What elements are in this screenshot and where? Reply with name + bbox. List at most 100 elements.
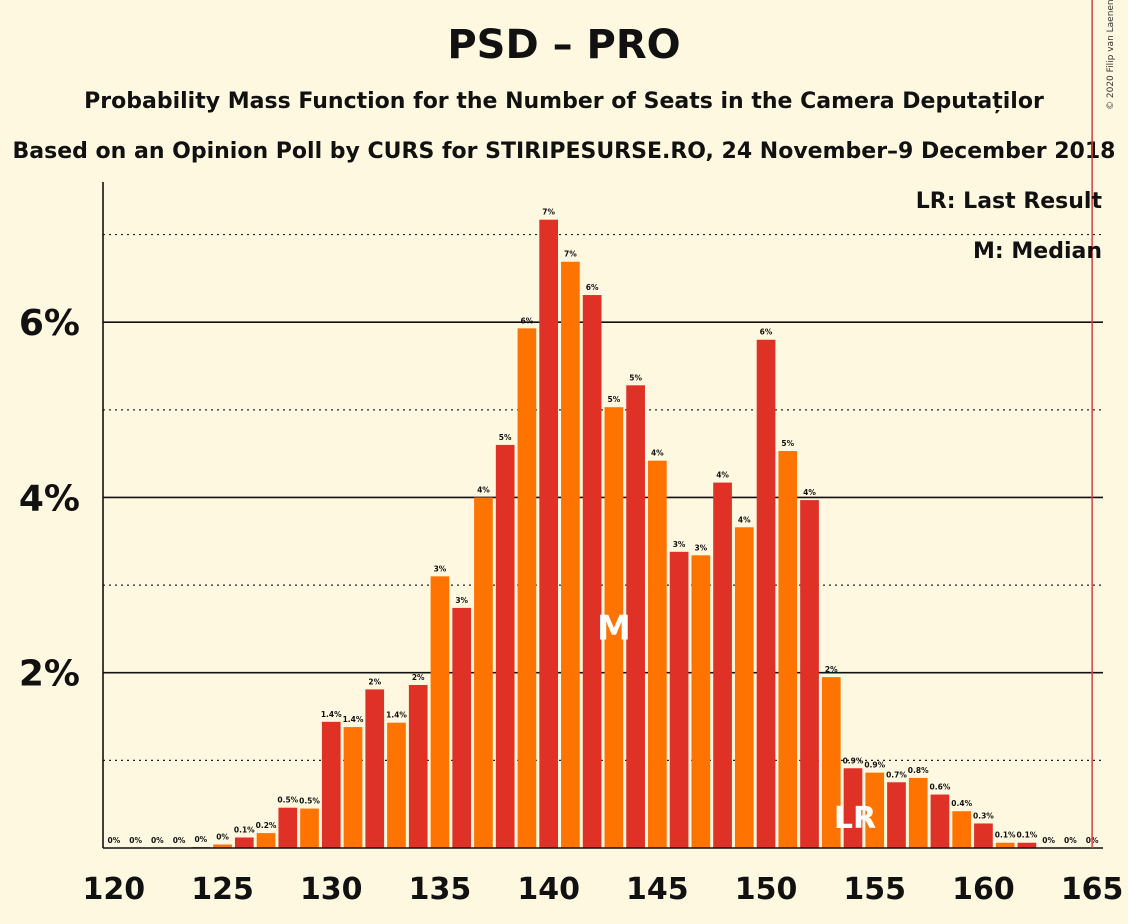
bar xyxy=(343,727,363,848)
bar xyxy=(821,677,841,848)
bar xyxy=(669,551,689,848)
bar-data-label: 0.8% xyxy=(908,766,929,775)
x-tick-label: 130 xyxy=(300,872,363,907)
bar xyxy=(734,527,754,848)
bar-data-label: 2% xyxy=(412,673,425,682)
bar xyxy=(430,576,450,848)
y-tick-label: 2% xyxy=(19,654,80,695)
bar-data-label: 0.5% xyxy=(299,797,320,806)
bar xyxy=(713,482,732,848)
bar xyxy=(278,807,298,848)
y-tick-label: 4% xyxy=(19,478,80,519)
bar xyxy=(321,721,341,848)
bar xyxy=(300,808,319,848)
bar-data-label: 0.9% xyxy=(843,756,864,765)
bar xyxy=(952,811,972,848)
bar xyxy=(865,772,885,848)
bar-data-label: 5% xyxy=(499,433,512,442)
bar-data-label: 0% xyxy=(108,836,121,845)
chart-subtitle: Probability Mass Function for the Number… xyxy=(84,89,1044,114)
bar-data-label: 3% xyxy=(673,540,686,549)
bar xyxy=(408,685,428,848)
bar xyxy=(648,460,667,848)
bar-data-label: 0% xyxy=(151,836,164,845)
bar-data-label: 5% xyxy=(608,395,621,404)
bar-data-label: 0.5% xyxy=(277,796,298,805)
x-tick-label: 140 xyxy=(517,872,580,907)
bar xyxy=(517,328,537,848)
median-marker: M xyxy=(597,609,631,649)
x-tick-label: 135 xyxy=(409,872,472,907)
bar xyxy=(778,451,798,848)
bar-data-label: 0.2% xyxy=(256,821,277,830)
x-tick-label: 150 xyxy=(735,872,798,907)
bar xyxy=(995,842,1015,848)
bar-data-label: 0.9% xyxy=(864,761,885,770)
x-tick-label: 155 xyxy=(843,872,906,907)
x-tick-label: 145 xyxy=(626,872,689,907)
bar xyxy=(365,689,385,848)
bar-data-label: 4% xyxy=(738,515,751,524)
chart-source-line: Based on an Opinion Poll by CURS for STI… xyxy=(12,139,1116,164)
bar xyxy=(561,261,580,848)
bar-data-label: 1.4% xyxy=(321,710,342,719)
bar xyxy=(974,823,993,848)
bar-data-label: 0.1% xyxy=(234,825,255,834)
bar-labels-group: 0% 0% 0% 0% 0% 0%0.1% 0.2%0.5% 0.5%1.4%1.4%2%1.… xyxy=(108,208,1099,845)
x-tick-label: 120 xyxy=(83,872,146,907)
bar-data-label: 4% xyxy=(803,488,816,497)
bar xyxy=(213,844,232,848)
bar xyxy=(887,782,906,848)
bar xyxy=(604,407,624,848)
bar xyxy=(539,219,558,848)
x-tick-label: 165 xyxy=(1061,872,1124,907)
bar xyxy=(691,555,711,848)
last-result-marker: LR xyxy=(834,801,876,836)
bar xyxy=(387,722,406,848)
bar-data-label: 2% xyxy=(368,677,381,686)
bar-data-label: 0.1% xyxy=(1017,831,1038,840)
bar-data-label: 5% xyxy=(781,439,794,448)
bar-data-label: 1.4% xyxy=(343,715,364,724)
bar xyxy=(626,385,645,848)
bar-data-label: 6% xyxy=(586,283,599,292)
markers-group: M LR xyxy=(597,0,1093,848)
bar-data-label: 0.6% xyxy=(930,783,951,792)
bar-data-label: 5% xyxy=(629,373,642,382)
bar-data-label: 0.7% xyxy=(886,770,907,779)
bar-data-label: 0% xyxy=(1064,836,1077,845)
bar-data-label: 6% xyxy=(521,316,534,325)
legend-last-result: LR: Last Result xyxy=(916,189,1103,214)
bar xyxy=(582,295,602,848)
bar-data-label: 7% xyxy=(542,208,555,217)
axes-group: 120 125 130 135 140 145 150 155 160 165 xyxy=(83,182,1124,907)
gridlines: 2% 4% 6% xyxy=(19,233,1103,761)
bar-data-label: 0% xyxy=(1042,836,1055,845)
bar-data-label: 4% xyxy=(477,485,490,494)
bar-data-label: 0% xyxy=(194,835,207,844)
bar-data-label: 7% xyxy=(564,250,577,259)
bar xyxy=(495,444,515,848)
bars-group xyxy=(191,219,1037,848)
bar xyxy=(930,794,950,848)
x-tick-label: 160 xyxy=(952,872,1015,907)
y-tick-label: 6% xyxy=(19,303,80,344)
bar-data-label: 3% xyxy=(694,543,707,552)
bar-data-label: 2% xyxy=(825,665,838,674)
bar-data-label: 0% xyxy=(173,836,186,845)
bar xyxy=(908,777,928,848)
x-tick-label: 125 xyxy=(191,872,254,907)
bar-data-label: 0.3% xyxy=(973,811,994,820)
bar xyxy=(843,768,863,848)
bar xyxy=(234,837,254,848)
chart-title: PSD – PRO xyxy=(447,22,681,68)
bar-data-label: 4% xyxy=(651,449,664,458)
legend-median: M: Median xyxy=(973,239,1102,264)
bar-data-label: 6% xyxy=(760,328,773,337)
bar-data-label: 1.4% xyxy=(386,711,407,720)
bar-data-label: 0% xyxy=(129,836,142,845)
bar-data-label: 3% xyxy=(434,564,447,573)
bar xyxy=(1017,842,1037,848)
bar xyxy=(256,833,276,848)
